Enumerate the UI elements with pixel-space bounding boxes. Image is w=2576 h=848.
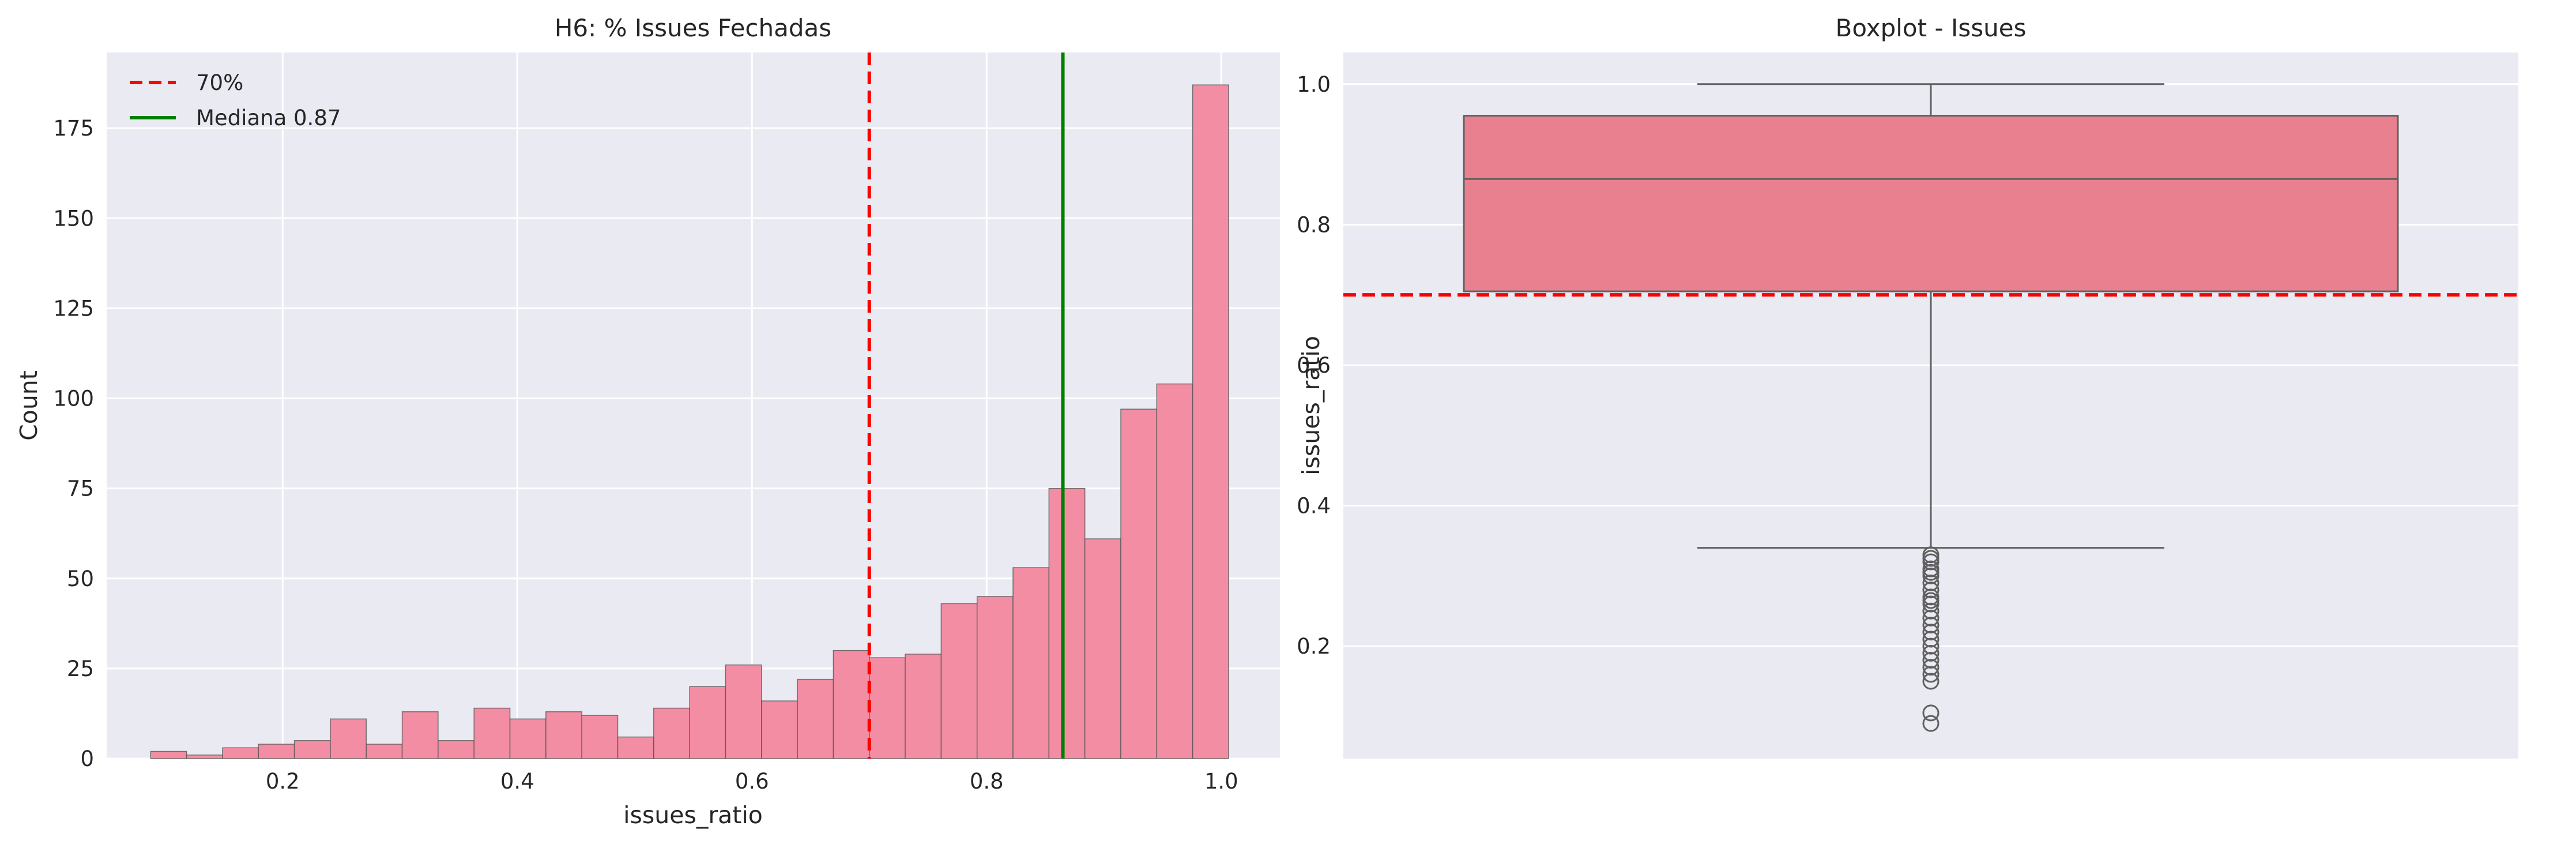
boxplot-outlier <box>1922 575 1939 592</box>
histogram-bar <box>689 686 726 759</box>
histogram-bar <box>1156 383 1193 759</box>
legend-label-70pct: 70% <box>196 70 243 95</box>
histogram-y-ticks: 0 25 50 75 100 125 150 175 <box>53 116 94 771</box>
boxplot-y-ticks: 0.2 0.4 0.6 0.8 1.0 <box>1297 72 1331 659</box>
boxplot-outlier <box>1922 553 1939 571</box>
boxplot-outlier <box>1922 567 1939 584</box>
boxplot-y-tick-label: 1.0 <box>1297 72 1331 97</box>
histogram-bar <box>438 740 474 759</box>
histogram-y-tick-label: 50 <box>67 566 94 591</box>
boxplot-box <box>1463 115 2399 292</box>
histogram-y-tick-label: 75 <box>67 476 94 501</box>
histogram-y-tick-label: 0 <box>80 746 94 771</box>
histogram-bar <box>797 678 834 759</box>
histogram-bar <box>1192 84 1229 759</box>
histogram-x-tick-label: 0.2 <box>266 769 300 794</box>
boxplot-outlier <box>1922 659 1939 676</box>
histogram-bar <box>976 596 1014 759</box>
histogram-bar <box>653 707 690 759</box>
boxplot-outlier <box>1922 637 1939 655</box>
histogram-x-tick-label: 0.6 <box>735 769 769 794</box>
histogram-bar <box>1012 567 1050 759</box>
boxplot-box-group <box>1463 83 2399 549</box>
histogram-bar <box>1084 538 1121 759</box>
histogram-bars <box>150 84 1229 759</box>
histogram-y-tick-label: 100 <box>53 387 94 411</box>
boxplot-y-tick-label: 0.4 <box>1297 494 1331 519</box>
histogram-bar <box>833 650 870 759</box>
histogram-bar <box>725 664 762 759</box>
histogram-bar <box>222 747 259 759</box>
histogram-bar <box>509 718 547 759</box>
histogram-bar <box>258 744 295 759</box>
boxplot-y-axis-label: issues_ratio <box>1297 336 1325 475</box>
histogram-title: H6: % Issues Fechadas <box>555 14 831 42</box>
histogram-x-ticks: 0.2 0.4 0.6 0.8 1.0 <box>266 769 1238 794</box>
boxplot-y-tick-label: 0.6 <box>1297 353 1331 378</box>
boxplot-outlier <box>1922 673 1939 690</box>
histogram-y-tick-label: 175 <box>53 116 94 141</box>
histogram-reference-lines <box>867 52 1065 759</box>
histogram-legend: 70% Mediana 0.87 <box>130 70 341 130</box>
boxplot-outlier <box>1922 651 1939 669</box>
boxplot-outlier <box>1922 624 1939 641</box>
histogram-y-tick-label: 25 <box>67 656 94 681</box>
histogram-bar <box>545 711 582 759</box>
histogram-bar <box>940 603 978 759</box>
boxplot-outlier <box>1922 715 1939 732</box>
histogram-bar <box>905 654 942 759</box>
boxplot-panel: 0.2 0.4 0.6 0.8 1.0 Boxplot - Issues issues_… <box>1297 14 2518 759</box>
boxplot-outlier <box>1922 704 1939 722</box>
histogram-bar <box>473 707 511 759</box>
histogram-bar <box>617 736 654 759</box>
histogram-y-axis-label: Count <box>15 370 43 441</box>
histogram-x-tick-label: 0.4 <box>500 769 534 794</box>
boxplot-outlier <box>1922 602 1939 620</box>
histogram-bar <box>186 755 223 759</box>
boxplot-y-tick-label: 0.2 <box>1297 634 1331 659</box>
boxplot-y-tick-label: 0.8 <box>1297 212 1331 237</box>
histogram-x-axis-label: issues_ratio <box>623 801 763 829</box>
histogram-bar <box>1120 408 1158 759</box>
histogram-bar <box>1048 487 1086 759</box>
histogram-panel: 0 25 50 75 100 125 150 175 0.2 0.4 0.6 0.8 1.0 H6: … <box>15 14 1280 829</box>
boxplot-outlier <box>1922 609 1939 626</box>
histogram-bar <box>330 718 367 759</box>
histogram-bar <box>401 711 439 759</box>
histogram-bar <box>150 751 187 759</box>
boxplot-outlier <box>1922 617 1939 634</box>
boxplot-outlier <box>1922 631 1939 648</box>
histogram-bar <box>293 740 331 759</box>
boxplot-title: Boxplot - Issues <box>1836 14 2027 42</box>
histogram-y-tick-label: 150 <box>53 206 94 231</box>
histogram-bar <box>581 715 619 759</box>
legend-label-mediana: Mediana 0.87 <box>196 106 341 130</box>
boxplot-outliers <box>1922 546 1939 732</box>
boxplot-outlier <box>1922 644 1939 662</box>
histogram-y-tick-label: 125 <box>53 296 94 321</box>
boxplot-outlier <box>1922 666 1939 683</box>
histogram-bar <box>366 744 403 759</box>
histogram-x-tick-label: 0.8 <box>970 769 1004 794</box>
histogram-x-tick-label: 1.0 <box>1204 769 1238 794</box>
boxplot-outlier <box>1922 581 1939 599</box>
boxplot-outlier <box>1922 595 1939 613</box>
histogram-bar <box>869 657 906 759</box>
histogram-bar <box>761 700 798 759</box>
